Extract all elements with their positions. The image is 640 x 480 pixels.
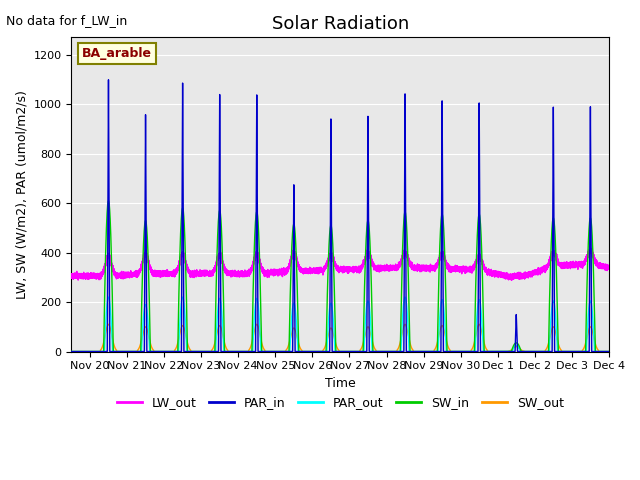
- Legend: LW_out, PAR_in, PAR_out, SW_in, SW_out: LW_out, PAR_in, PAR_out, SW_in, SW_out: [111, 391, 569, 414]
- X-axis label: Time: Time: [324, 377, 356, 390]
- Text: BA_arable: BA_arable: [82, 47, 152, 60]
- Text: No data for f_LW_in: No data for f_LW_in: [6, 14, 127, 27]
- Title: Solar Radiation: Solar Radiation: [271, 15, 409, 33]
- Y-axis label: LW, SW (W/m2), PAR (umol/m2/s): LW, SW (W/m2), PAR (umol/m2/s): [15, 90, 28, 299]
